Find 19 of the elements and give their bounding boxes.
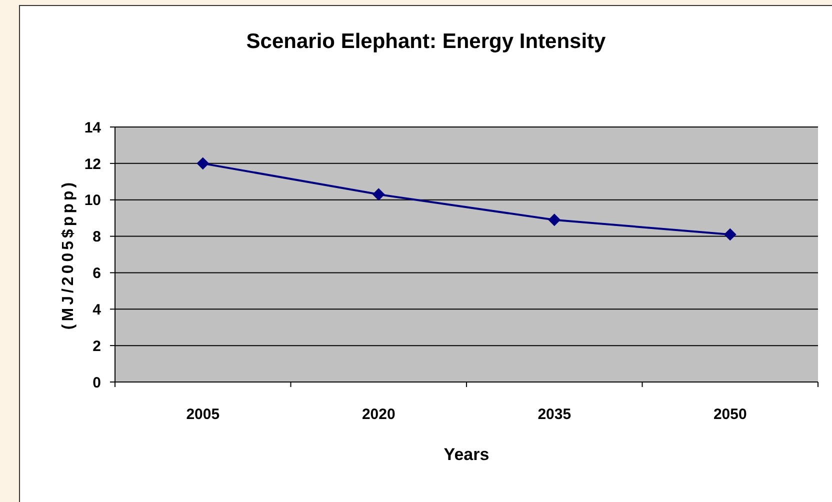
x-tick-label: 2035	[538, 406, 572, 423]
x-axis-title: Years	[444, 445, 490, 464]
y-tick-label: 4	[92, 301, 102, 318]
point	[724, 228, 736, 240]
point	[196, 157, 209, 170]
point	[548, 214, 560, 226]
x-tick-label: 2020	[362, 406, 396, 423]
y-tick-label: 10	[84, 192, 101, 210]
y-tick-label: 8	[92, 228, 101, 246]
y-tick-label: 14	[84, 119, 102, 136]
y-tick-label: 12	[84, 156, 101, 173]
y-tick-label: 0	[92, 374, 101, 392]
x-tick-label: 2005	[186, 406, 220, 423]
y-tick-label: 2	[92, 338, 101, 355]
x-tick-label: 2050	[713, 406, 747, 423]
y-tick-label: 6	[92, 265, 101, 282]
y-axis-title: (MJ/2005$ppp)	[60, 179, 77, 330]
point	[372, 188, 385, 200]
chart-title: Scenario Elephant: Energy Intensity	[245, 30, 607, 54]
